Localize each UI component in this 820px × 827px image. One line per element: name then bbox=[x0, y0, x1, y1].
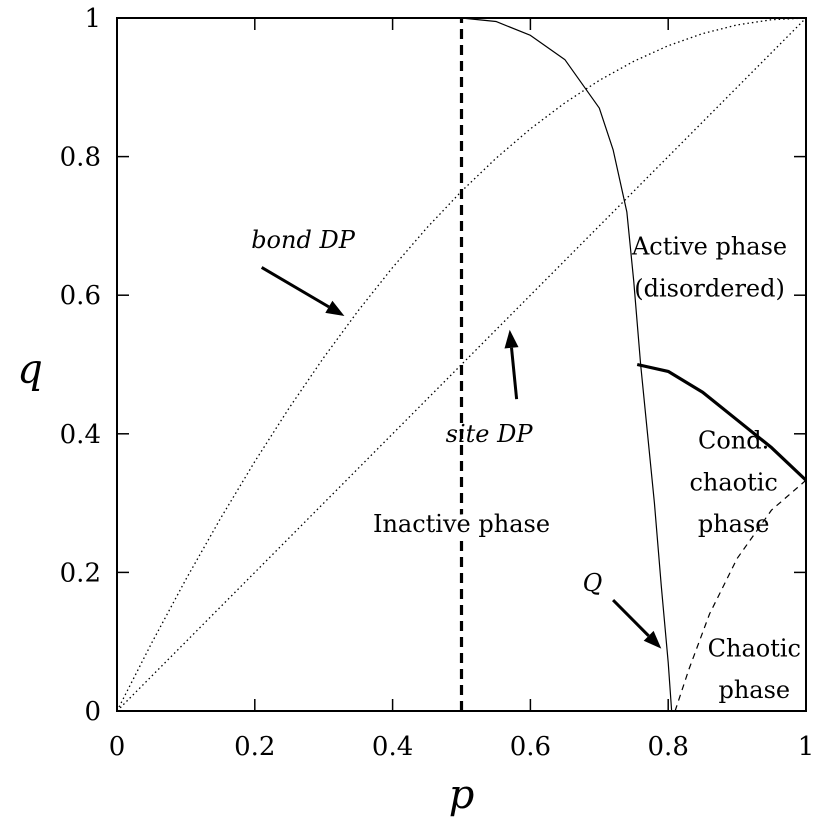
arrow-layer bbox=[260, 266, 662, 649]
phase-boundary-5 bbox=[674, 479, 807, 712]
y-axis-label: q bbox=[17, 347, 43, 393]
arrow-shaft bbox=[260, 266, 330, 309]
annotation-label: chaotic bbox=[689, 468, 777, 496]
arrow-head bbox=[325, 300, 345, 316]
site-dp-curve bbox=[116, 17, 807, 712]
annotation-label: Chaotic bbox=[708, 635, 801, 663]
annotation-label: Active phase bbox=[631, 233, 787, 261]
x-tick-label: 0.8 bbox=[648, 732, 689, 762]
annotation-label: phase bbox=[698, 510, 770, 538]
y-tick-label: 0.4 bbox=[60, 420, 101, 450]
arrow-head bbox=[643, 630, 662, 649]
x-tick-label: 0.6 bbox=[510, 732, 551, 762]
annotation-label: Q bbox=[583, 569, 603, 597]
arrow-shaft bbox=[612, 599, 650, 637]
annotation-label: Cond. bbox=[698, 427, 769, 455]
arrow-shaft bbox=[510, 347, 519, 400]
y-tick-label: 1 bbox=[84, 4, 101, 34]
series-layer bbox=[116, 17, 808, 712]
tick-layer: 0 0.2 0.4 0.6 0.8 1 0 0.2 0.4 0.6 0.8 1 bbox=[60, 4, 815, 762]
annotation-label: bond DP bbox=[251, 226, 356, 254]
x-tick-label: 0.4 bbox=[372, 732, 413, 762]
y-tick-label: 0.2 bbox=[60, 558, 101, 588]
y-tick-label: 0.6 bbox=[60, 281, 101, 311]
plot-frame bbox=[116, 17, 807, 712]
y-tick-label: 0.8 bbox=[60, 143, 101, 173]
x-tick-label: 1 bbox=[798, 732, 815, 762]
x-axis-label: p bbox=[449, 772, 475, 818]
y-tick-label: 0 bbox=[84, 697, 101, 727]
x-tick-label: 0.2 bbox=[234, 732, 275, 762]
annotation-label: Inactive phase bbox=[373, 510, 550, 538]
phase-boundary-4 bbox=[636, 362, 808, 482]
annotation-label: phase bbox=[718, 676, 790, 704]
annotation-label: site DP bbox=[446, 420, 534, 448]
annotation-layer: bond DP site DP Active phase (disordered) Co… bbox=[251, 226, 801, 704]
phase-boundary-3 bbox=[461, 17, 673, 712]
annotation-label: (disordered) bbox=[634, 274, 785, 302]
x-tick-label: 0 bbox=[109, 732, 126, 762]
arrow-head bbox=[504, 329, 519, 349]
